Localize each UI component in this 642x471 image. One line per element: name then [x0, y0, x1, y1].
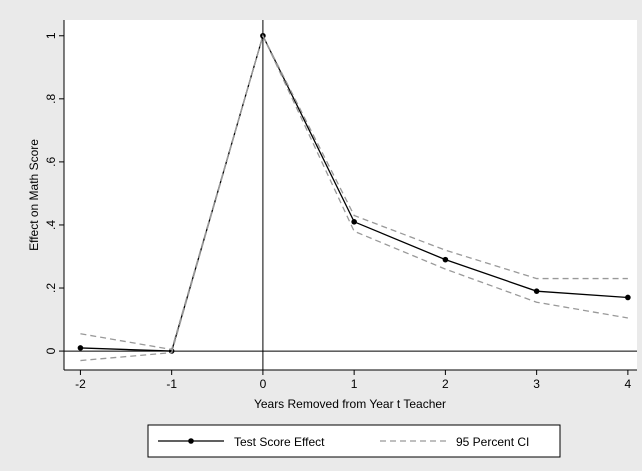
series-lower-line	[80, 33, 628, 362]
legend-label: Test Score Effect	[234, 435, 325, 449]
y-tick-label: .2	[44, 283, 58, 293]
x-tick-label: 4	[625, 377, 632, 391]
x-axis-label: Years Removed from Year t Teacher	[254, 397, 446, 411]
point	[533, 288, 540, 294]
x-tick-label: -2	[75, 377, 86, 391]
legend-marker	[188, 438, 194, 444]
x-tick-label: -1	[166, 377, 177, 391]
point	[351, 219, 357, 225]
y-tick-label: .4	[44, 220, 58, 230]
point	[625, 294, 631, 301]
legend-label: 95 Percent CI	[456, 435, 529, 449]
x-tick-label: 0	[260, 377, 267, 391]
x-tick-label: 3	[533, 377, 540, 391]
point	[77, 345, 84, 351]
x-tick-label: 2	[442, 377, 449, 391]
x-tick-label: 1	[351, 377, 358, 391]
y-tick-label: .8	[44, 94, 58, 104]
point	[442, 256, 449, 263]
series-line	[80, 34, 628, 351]
y-tick-label: 1	[44, 32, 58, 39]
plot-area	[64, 20, 637, 370]
y-tick-label: 0	[44, 347, 58, 354]
y-axis-label: Effect on Math Score	[27, 139, 41, 251]
y-tick-label: .6	[44, 157, 58, 167]
